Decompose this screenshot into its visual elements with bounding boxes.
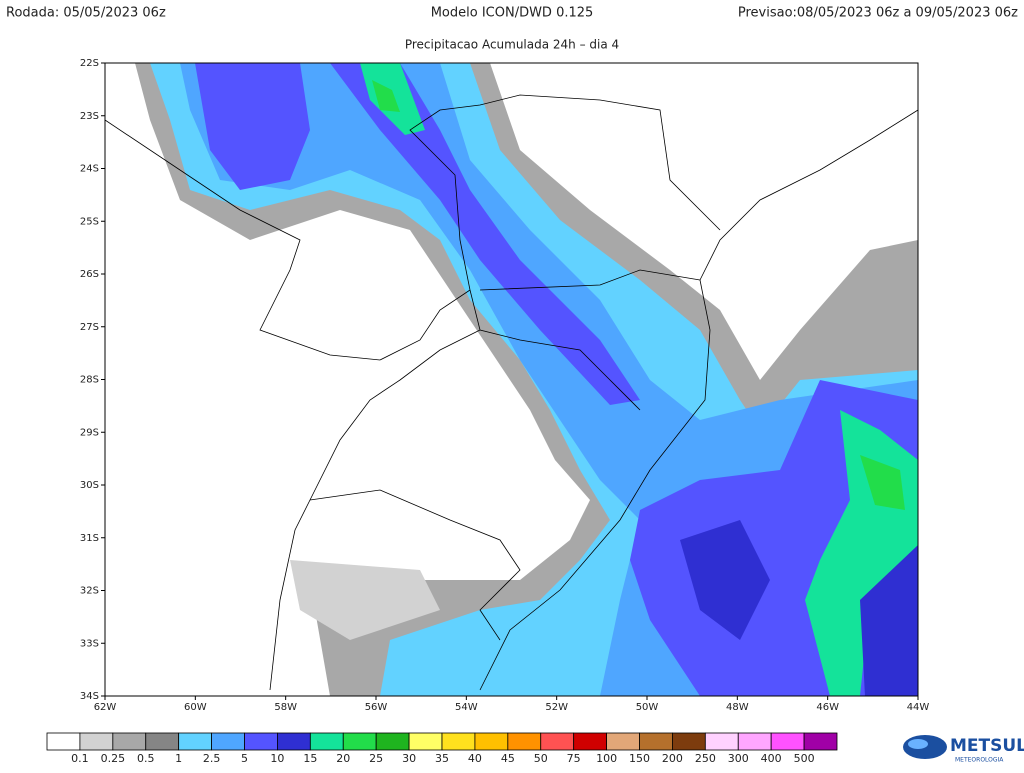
colorbar-label: 0.1 — [71, 752, 89, 765]
lon-label: 50W — [636, 702, 659, 713]
colorbar-label: 400 — [761, 752, 782, 765]
lat-label: 23S — [80, 111, 99, 122]
colorbar-label: 10 — [270, 752, 284, 765]
color-swatch — [375, 732, 410, 751]
colorbar-label: 2.5 — [203, 752, 221, 765]
lat-label: 34S — [80, 691, 99, 702]
lat-label: 22S — [80, 58, 99, 69]
lat-label: 26S — [80, 269, 99, 280]
colorbar-label: 20 — [336, 752, 350, 765]
lat-label: 24S — [80, 164, 99, 175]
logo-tagline: METEOROLOGIA — [955, 757, 1004, 764]
precip-field — [105, 63, 918, 696]
colorbar-label: 250 — [695, 752, 716, 765]
lon-label: 48W — [726, 702, 749, 713]
color-swatch — [211, 732, 245, 751]
color-swatch — [540, 732, 575, 751]
color-swatch — [474, 732, 509, 751]
colorbar-label: 150 — [629, 752, 650, 765]
run-label: Rodada: 05/05/2023 06z — [6, 6, 166, 21]
color-swatch — [342, 732, 377, 751]
color-swatch — [244, 732, 278, 751]
model-label: Modelo ICON/DWD 0.125 — [431, 6, 594, 21]
color-swatch — [606, 732, 640, 751]
lat-label: 28S — [80, 375, 99, 386]
lat-label: 32S — [80, 586, 99, 597]
colorbar-label: 15 — [303, 752, 317, 765]
color-swatch — [507, 732, 542, 751]
colorbar-label: 500 — [794, 752, 815, 765]
color-swatch — [737, 732, 772, 751]
color-swatch — [309, 732, 344, 751]
lon-label: 44W — [907, 702, 930, 713]
lon-label: 58W — [274, 702, 297, 713]
colorbar-label: 75 — [567, 752, 581, 765]
axes: 22S23S24S25S26S27S28S29S30S31S32S33S34S6… — [80, 58, 929, 713]
colorbar-label: 50 — [534, 752, 548, 765]
colorbar-label: 5 — [241, 752, 248, 765]
color-swatch — [408, 732, 443, 751]
lat-label: 29S — [80, 427, 99, 438]
color-swatch — [277, 732, 311, 751]
color-swatch — [145, 732, 180, 751]
lat-label: 27S — [80, 322, 99, 333]
lat-label: 33S — [80, 638, 99, 649]
lon-label: 60W — [184, 702, 207, 713]
borders — [105, 94, 918, 691]
lon-label: 56W — [365, 702, 388, 713]
forecast-label: Previsao:08/05/2023 06z a 09/05/2023 06z — [738, 6, 1018, 21]
lon-label: 52W — [545, 702, 568, 713]
lat-label: 25S — [80, 216, 99, 227]
color-swatch — [803, 732, 838, 751]
color-swatch — [770, 732, 805, 751]
colorbar-label: 35 — [435, 752, 449, 765]
lat-label: 31S — [80, 533, 99, 544]
colorbar-label: 40 — [468, 752, 482, 765]
colorbar: 0.1 0.25 0.5 1 2.5 5 10 15 20 25 30 35 40 45 50 75 100 15… — [46, 732, 838, 765]
logo-name: METSUL — [950, 736, 1024, 756]
colorbar-label: 200 — [662, 752, 683, 765]
color-swatch — [441, 732, 476, 751]
colorbar-label: 30 — [402, 752, 416, 765]
colorbar-label: 45 — [501, 752, 515, 765]
lat-label: 30S — [80, 480, 99, 491]
colorbar-label: 100 — [596, 752, 617, 765]
color-swatch — [672, 732, 706, 751]
colorbar-label: 0.5 — [137, 752, 155, 765]
color-swatch — [639, 732, 673, 751]
colorbar-label: 0.25 — [101, 752, 126, 765]
color-swatch — [112, 732, 147, 751]
lon-label: 46W — [816, 702, 839, 713]
map-subtitle: Precipitacao Acumulada 24h – dia 4 — [405, 38, 619, 52]
logo: METSUL METEOROLOGIA — [903, 735, 1024, 764]
colorbar-label: 300 — [728, 752, 749, 765]
color-swatch — [704, 732, 739, 751]
colorbar-label: 25 — [369, 752, 383, 765]
color-swatch — [46, 732, 81, 751]
color-swatch — [573, 732, 607, 751]
lon-label: 54W — [455, 702, 478, 713]
color-swatch — [178, 732, 212, 751]
lon-label: 62W — [94, 702, 117, 713]
color-swatch — [79, 732, 114, 751]
colorbar-label: 1 — [175, 752, 182, 765]
